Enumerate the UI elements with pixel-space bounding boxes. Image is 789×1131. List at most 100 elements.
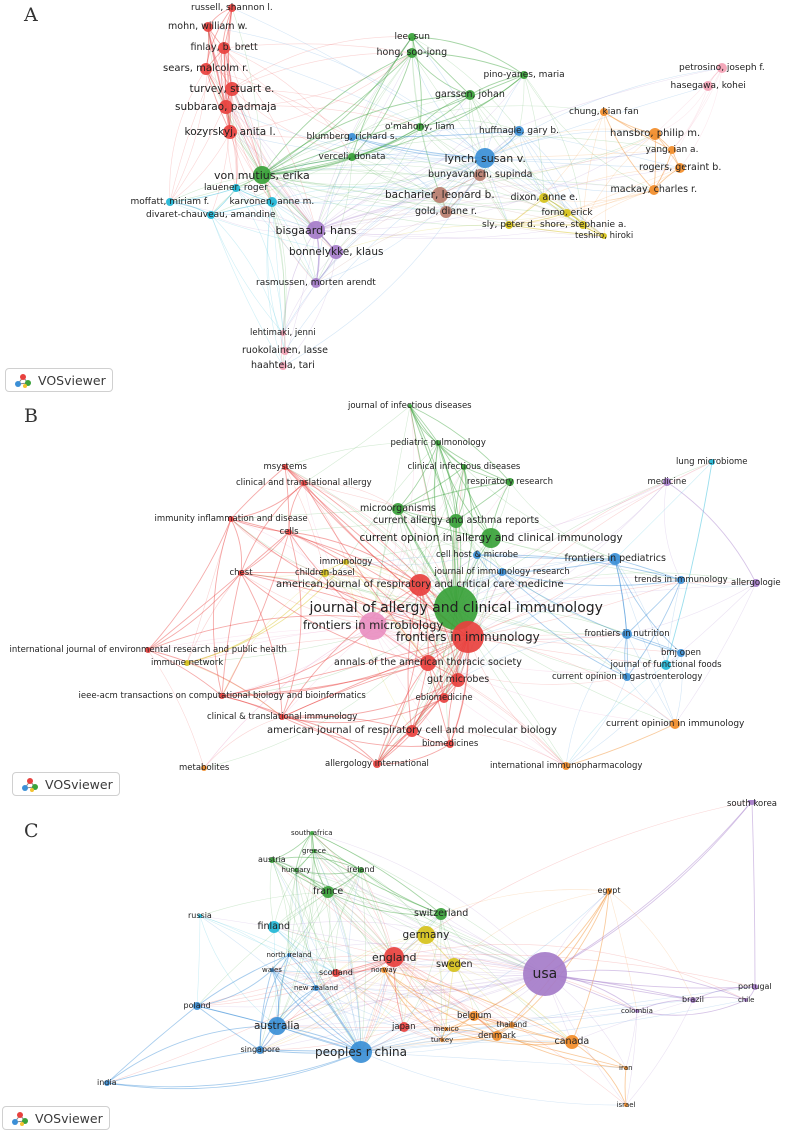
network-node[interactable] xyxy=(166,198,174,206)
network-node[interactable] xyxy=(359,612,387,640)
network-node[interactable] xyxy=(562,762,570,770)
network-node[interactable] xyxy=(312,849,316,853)
network-node[interactable] xyxy=(465,90,475,100)
network-node[interactable] xyxy=(322,886,334,898)
network-node[interactable] xyxy=(256,1046,264,1054)
network-node[interactable] xyxy=(392,503,404,515)
network-node[interactable] xyxy=(416,123,424,131)
network-node[interactable] xyxy=(635,1009,639,1013)
network-node[interactable] xyxy=(184,660,190,666)
network-node[interactable] xyxy=(384,947,404,967)
network-node[interactable] xyxy=(219,693,225,699)
network-node[interactable] xyxy=(406,725,418,737)
network-node[interactable] xyxy=(670,719,680,729)
network-node[interactable] xyxy=(606,888,612,894)
network-node[interactable] xyxy=(198,914,202,918)
network-node[interactable] xyxy=(219,100,233,114)
network-node[interactable] xyxy=(200,63,212,75)
network-node[interactable] xyxy=(294,868,298,872)
network-node[interactable] xyxy=(473,551,481,559)
network-node[interactable] xyxy=(752,984,758,990)
network-node[interactable] xyxy=(207,211,215,219)
network-node[interactable] xyxy=(509,1022,515,1028)
network-node[interactable] xyxy=(661,660,671,670)
network-node[interactable] xyxy=(201,765,207,771)
network-node[interactable] xyxy=(279,714,285,720)
network-node[interactable] xyxy=(624,1066,628,1070)
network-node[interactable] xyxy=(565,1035,579,1049)
network-node[interactable] xyxy=(709,459,715,465)
network-node[interactable] xyxy=(321,569,329,577)
network-node[interactable] xyxy=(408,404,412,408)
network-node[interactable] xyxy=(193,1002,201,1010)
network-node[interactable] xyxy=(514,126,524,136)
network-node[interactable] xyxy=(228,4,236,12)
network-node[interactable] xyxy=(373,760,381,768)
network-node[interactable] xyxy=(279,362,287,370)
network-node[interactable] xyxy=(440,206,452,218)
network-node[interactable] xyxy=(358,867,364,873)
network-node[interactable] xyxy=(623,673,631,681)
network-node[interactable] xyxy=(218,42,230,54)
network-node[interactable] xyxy=(287,953,291,957)
network-node[interactable] xyxy=(434,586,478,630)
network-node[interactable] xyxy=(286,529,292,535)
network-node[interactable] xyxy=(329,245,343,259)
network-node[interactable] xyxy=(435,440,441,446)
network-node[interactable] xyxy=(461,464,467,470)
network-node[interactable] xyxy=(447,958,461,972)
network-node[interactable] xyxy=(452,621,484,653)
network-node[interactable] xyxy=(481,528,501,548)
network-node[interactable] xyxy=(232,184,240,192)
network-node[interactable] xyxy=(238,570,244,576)
network-node[interactable] xyxy=(663,478,671,486)
network-node[interactable] xyxy=(203,22,213,32)
network-node[interactable] xyxy=(600,108,608,116)
network-node[interactable] xyxy=(420,655,436,671)
network-node[interactable] xyxy=(474,169,486,181)
network-node[interactable] xyxy=(451,673,465,687)
network-node[interactable] xyxy=(348,153,356,161)
network-node[interactable] xyxy=(498,568,506,576)
network-node[interactable] xyxy=(407,48,417,58)
network-node[interactable] xyxy=(435,908,447,920)
network-node[interactable] xyxy=(281,347,289,355)
network-node[interactable] xyxy=(717,63,727,73)
network-node[interactable] xyxy=(649,185,659,195)
network-node[interactable] xyxy=(539,193,549,203)
network-node[interactable] xyxy=(310,831,314,835)
network-node[interactable] xyxy=(622,629,632,639)
network-node[interactable] xyxy=(343,559,349,565)
network-node[interactable] xyxy=(601,233,607,239)
network-node[interactable] xyxy=(444,1027,448,1031)
network-node[interactable] xyxy=(475,148,495,168)
network-node[interactable] xyxy=(223,125,237,139)
network-node[interactable] xyxy=(469,1011,479,1021)
network-node[interactable] xyxy=(579,221,587,229)
network-node[interactable] xyxy=(225,82,239,96)
network-node[interactable] xyxy=(268,921,280,933)
network-node[interactable] xyxy=(523,952,567,996)
network-node[interactable] xyxy=(408,33,416,41)
network-node[interactable] xyxy=(506,478,514,486)
network-node[interactable] xyxy=(350,1041,372,1063)
network-node[interactable] xyxy=(690,997,696,1003)
network-node[interactable] xyxy=(675,163,685,173)
network-node[interactable] xyxy=(267,197,277,207)
network-node[interactable] xyxy=(409,574,431,596)
network-node[interactable] xyxy=(332,969,340,977)
network-node[interactable] xyxy=(649,128,661,140)
network-node[interactable] xyxy=(520,71,528,79)
network-node[interactable] xyxy=(307,221,325,239)
network-node[interactable] xyxy=(301,480,307,486)
network-node[interactable] xyxy=(449,514,463,528)
network-node[interactable] xyxy=(677,649,685,657)
network-node[interactable] xyxy=(269,857,275,863)
network-node[interactable] xyxy=(313,985,319,991)
network-node[interactable] xyxy=(624,1103,628,1107)
network-node[interactable] xyxy=(282,464,288,470)
network-node[interactable] xyxy=(703,81,713,91)
network-node[interactable] xyxy=(563,209,571,217)
network-node[interactable] xyxy=(446,740,454,748)
network-node[interactable] xyxy=(268,1017,286,1035)
